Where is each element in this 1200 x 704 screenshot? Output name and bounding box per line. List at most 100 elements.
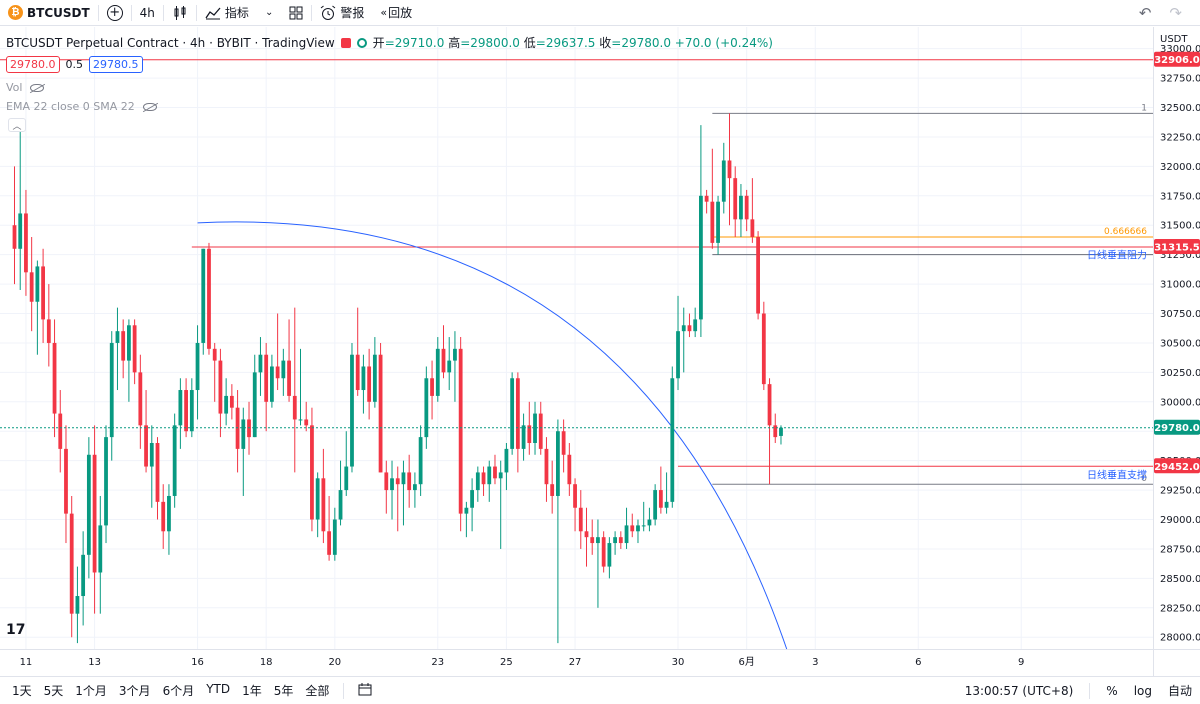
open-value: 29710.0 [394, 36, 445, 50]
candle-body [435, 348, 440, 396]
collapse-legend-button[interactable]: ︿ [8, 118, 26, 132]
alarm-clock-icon [321, 5, 336, 20]
candle-body [344, 466, 349, 491]
candle-body [258, 354, 263, 373]
y-tick-label: 32750.0 [1160, 74, 1200, 85]
current-price-tag-bg [1154, 419, 1200, 435]
candle-body [538, 413, 543, 449]
ask-price[interactable]: 29780.5 [89, 56, 143, 73]
spread-value: 0.5 [65, 58, 84, 71]
candle-body [607, 543, 612, 567]
indicators-button[interactable]: 指标 [197, 0, 257, 26]
current-price-tag: 29780.0 [1154, 423, 1200, 434]
candle-body [653, 490, 658, 520]
interval-button[interactable]: 4h [132, 0, 163, 26]
candle-body [184, 390, 188, 432]
candle-body [104, 437, 108, 526]
candle-body [155, 443, 160, 502]
candle-body [710, 201, 715, 243]
interval-label: 4h [139, 5, 155, 20]
y-tick-label: 31000.0 [1160, 280, 1200, 291]
goto-date-button[interactable] [352, 682, 378, 699]
candle-body [207, 248, 211, 349]
y-tick-label: 28250.0 [1160, 603, 1200, 614]
candle-body [395, 478, 400, 485]
candle-body [756, 237, 760, 314]
range-all[interactable]: 全部 [305, 684, 330, 698]
range-5d[interactable]: 5天 [43, 684, 64, 698]
candle-body [475, 472, 480, 491]
candle-body [573, 484, 577, 508]
candle-body [132, 325, 137, 373]
redo-icon[interactable]: ↷ [1169, 3, 1182, 22]
undo-icon[interactable]: ↶ [1138, 3, 1152, 22]
range-5y[interactable]: 5年 [273, 684, 294, 698]
candle-body [750, 219, 755, 237]
hidden-eye-icon[interactable] [142, 102, 157, 111]
x-tick-label: 11 [20, 657, 33, 668]
candle-body [464, 507, 469, 514]
bottom-right-group: 13:00:57 (UTC+8) % log 自动 [965, 682, 1200, 699]
candle-body [109, 342, 114, 438]
volume-indicator[interactable]: Vol [6, 81, 45, 94]
range-1y[interactable]: 1年 [242, 684, 262, 698]
candle-body [418, 437, 423, 485]
range-3m[interactable]: 3个月 [118, 684, 151, 698]
indicators-dropdown[interactable]: ⌄ [257, 0, 281, 26]
hidden-eye-icon[interactable] [30, 83, 45, 92]
candle-body [641, 525, 646, 527]
divider [97, 4, 99, 21]
replay-button[interactable]: « 回放 [372, 0, 420, 26]
percent-toggle[interactable]: % [1106, 683, 1118, 698]
candle-body [390, 478, 394, 491]
range-1m[interactable]: 1个月 [75, 684, 107, 698]
candle-body [687, 325, 692, 332]
bid-price[interactable]: 29780.0 [6, 56, 60, 73]
resistance-annotation: 日线垂直阻力 [1087, 249, 1147, 262]
candle-body [647, 519, 652, 526]
candle-body [676, 331, 680, 379]
grid-layout-icon [289, 6, 303, 19]
close-value: 29780.0 [621, 36, 671, 50]
candle-body [721, 160, 726, 202]
auto-scale-toggle[interactable]: 自动 [1167, 684, 1192, 698]
candle-body [287, 360, 291, 396]
x-tick-label: 30 [672, 657, 685, 668]
candle-body [773, 425, 778, 438]
candle-body [361, 366, 366, 391]
candle-body [618, 537, 623, 544]
log-toggle[interactable]: log [1133, 683, 1152, 698]
y-tick-label: 31500.0 [1160, 221, 1200, 232]
bitcoin-icon: ₿ [8, 5, 23, 20]
fib-level-label: 0 [1141, 474, 1147, 484]
candle-body [195, 342, 200, 391]
legend-title: BTCUSDT Perpetual Contract · 4h · BYBIT … [6, 35, 335, 50]
candle-body [332, 519, 337, 555]
candle-body [367, 366, 372, 402]
range-ytd[interactable]: YTD [206, 682, 231, 696]
price-chart[interactable]: 28000.0 28250.0 28500.0 28750.0 29000.0 29250… [0, 27, 1200, 676]
ema-indicator[interactable]: EMA 22 close 0 SMA 22 [6, 100, 157, 113]
candle-body [304, 419, 309, 426]
symbol-selector[interactable]: ₿ BTCUSDT [0, 0, 98, 26]
candle-body [178, 390, 183, 426]
clock-time[interactable]: 13:00:57 (UTC+8) [964, 683, 1074, 698]
range-6m[interactable]: 6个月 [162, 684, 195, 698]
candle-body [24, 213, 28, 273]
candle-body [699, 195, 703, 320]
candle-body [739, 195, 743, 220]
layout-button[interactable] [281, 0, 311, 26]
candle-body [704, 195, 709, 202]
tradingview-logo[interactable]: 17 [6, 622, 26, 638]
candle-body [407, 472, 412, 491]
range-1d[interactable]: 1天 [12, 684, 32, 698]
chart-legend: BTCUSDT Perpetual Contract · 4h · BYBIT … [6, 34, 773, 51]
chart-type-button[interactable] [164, 0, 196, 26]
compare-button[interactable]: + [99, 0, 131, 26]
alert-button[interactable]: 警报 [312, 0, 372, 26]
arc-drawing[interactable] [197, 221, 788, 650]
divider [195, 4, 197, 21]
alert-label: 警报 [340, 6, 365, 20]
candle-body [458, 348, 463, 514]
candle-body [241, 419, 246, 449]
